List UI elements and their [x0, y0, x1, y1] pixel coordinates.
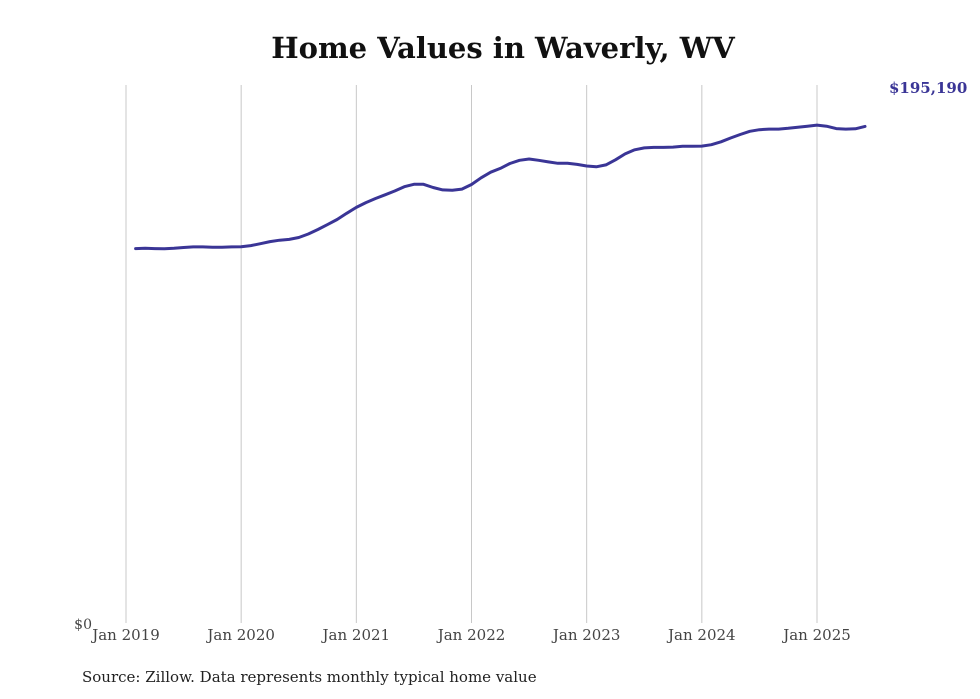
chart-title: Home Values in Waverly, WV [271, 31, 735, 65]
x-tick-label: Jan 2022 [436, 626, 506, 644]
x-tick-label: Jan 2025 [781, 626, 851, 644]
x-tick-label: Jan 2024 [666, 626, 736, 644]
x-axis-ticks: Jan 2019 Jan 2020 Jan 2021 Jan 2022 Jan 2023… [90, 626, 851, 644]
series-line-home-value [134, 123, 867, 251]
x-tick-label: Jan 2021 [321, 626, 391, 644]
x-tick-label: Jan 2023 [551, 626, 621, 644]
x-tick-label: Jan 2019 [90, 626, 160, 644]
gridlines [125, 85, 818, 623]
end-value-label: $195,190 [889, 79, 967, 97]
x-tick-label: Jan 2020 [205, 626, 275, 644]
y-axis-zero-label: $0 [74, 617, 92, 633]
source-note: Source: Zillow. Data represents monthly … [82, 668, 537, 686]
